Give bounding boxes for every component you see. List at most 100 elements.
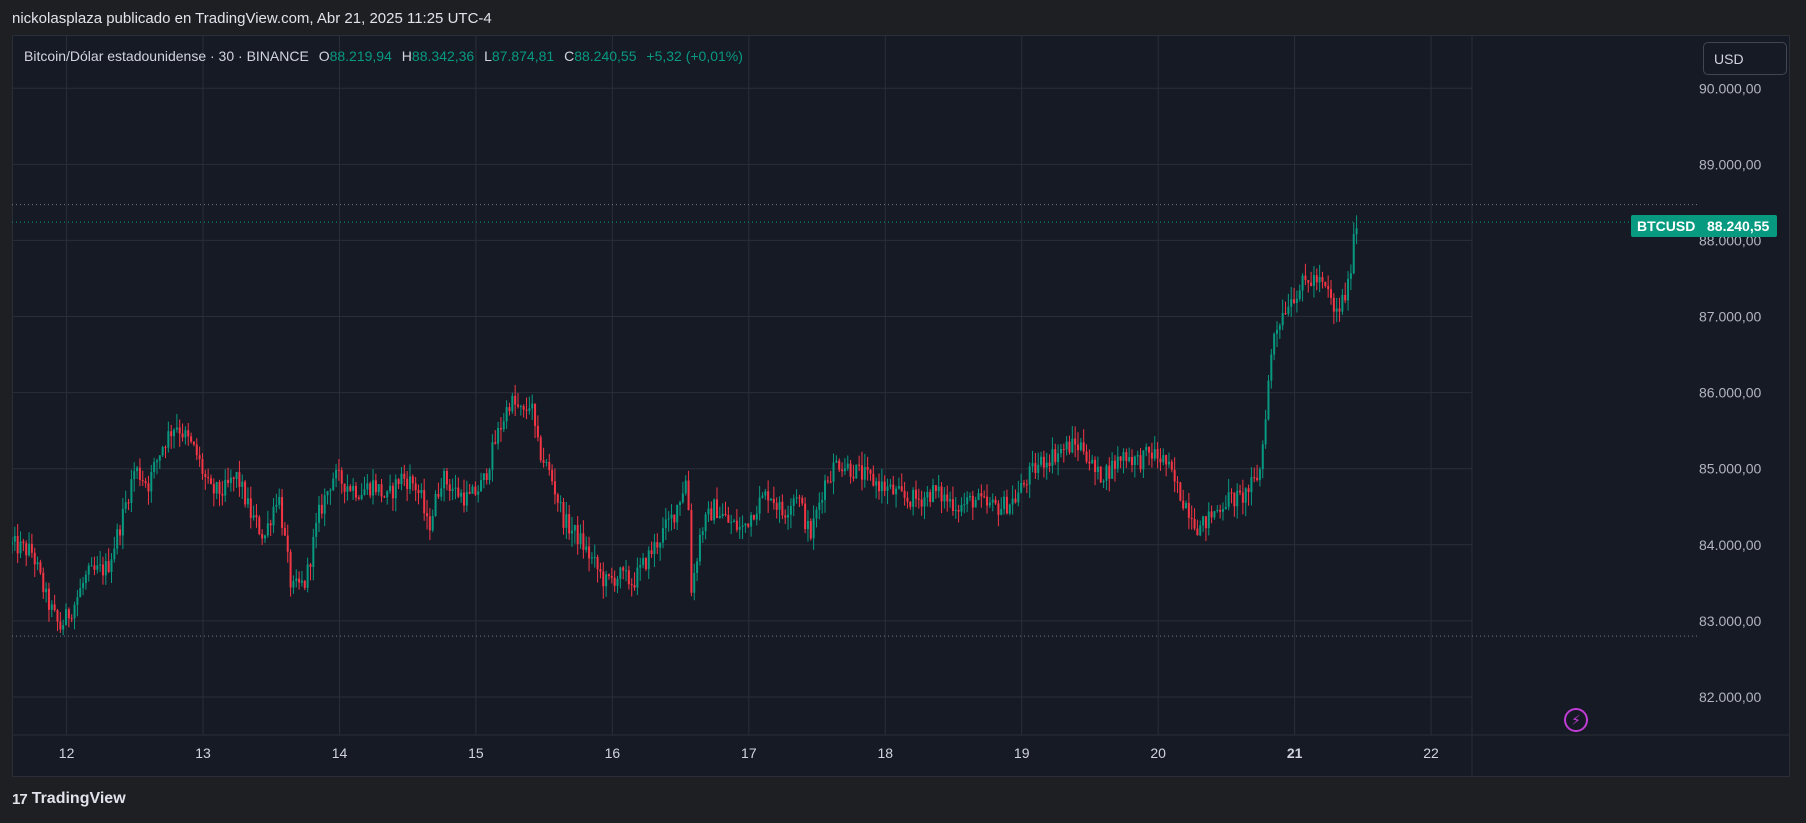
candle-body (1341, 294, 1344, 312)
tradingview-brand[interactable]: 17 TradingView (12, 790, 126, 808)
currency-button[interactable]: USD (1703, 42, 1787, 75)
candle-body (477, 491, 480, 495)
candle-body (1173, 469, 1176, 482)
candle-body (625, 570, 628, 572)
brand-name: TradingView (31, 790, 126, 807)
candle-body (642, 558, 645, 566)
candle-body (1082, 442, 1085, 452)
candle-body (565, 514, 568, 528)
candle-body (1079, 442, 1082, 451)
candle-body (863, 466, 866, 480)
candle-body (406, 478, 409, 490)
candle-body (1045, 462, 1048, 468)
candle-body (389, 485, 392, 492)
candle-body (1318, 277, 1321, 283)
candle-body (346, 486, 349, 492)
candle-body (12, 541, 13, 545)
candle-body (147, 483, 150, 492)
lightning-icon[interactable]: ⚡ (1564, 708, 1588, 732)
candle-body (1074, 438, 1077, 445)
candle-body (1128, 456, 1131, 462)
candle-body (372, 480, 375, 496)
last-price-tag: 88.240,55 (1699, 215, 1778, 237)
symbol-price-tag: BTCUSD (1631, 215, 1702, 237)
candle-body (1324, 281, 1327, 286)
candle-body (198, 455, 201, 460)
candle-body (36, 562, 39, 565)
candle-body (428, 516, 431, 531)
candle-body (769, 498, 772, 501)
candle-body (181, 433, 184, 438)
candle-body (1170, 461, 1173, 470)
candle-body (1122, 452, 1125, 461)
candle-body (659, 542, 662, 548)
candle-body (522, 406, 525, 410)
candle-body (968, 495, 971, 498)
candle-body (960, 504, 963, 512)
candle-body (62, 625, 65, 630)
price-chart[interactable]: 82.000,00 83.000,00 84.000,00 85.000,00 86.0… (12, 35, 1790, 777)
candle-body (1193, 519, 1196, 529)
candle-body (25, 543, 28, 556)
candle-body (795, 497, 798, 499)
candle-body (622, 567, 625, 571)
candle-body (534, 403, 537, 426)
candle-body (1347, 278, 1350, 301)
candle-body (315, 522, 318, 537)
candle-body (610, 575, 613, 578)
candle-body (255, 515, 258, 518)
candle-body (684, 480, 687, 494)
candle-body (326, 491, 329, 496)
candle-body (1182, 500, 1185, 509)
candle-body (738, 526, 741, 530)
candle-body (761, 495, 764, 498)
candle-body (1116, 456, 1119, 469)
candle-body (1071, 438, 1074, 453)
candle-body (1295, 298, 1298, 304)
candle-body (357, 497, 360, 499)
candle-body (104, 561, 107, 576)
symbol-line[interactable]: Bitcoin/Dólar estadounidense · 30 · BINA… (24, 48, 309, 64)
y-tick-label: 83.000,00 (1699, 613, 1761, 629)
candle-body (670, 514, 673, 519)
candle-body (1176, 481, 1179, 483)
y-tick-label: 82.000,00 (1699, 689, 1761, 705)
chart-frame (12, 35, 1790, 777)
candle-body (636, 567, 639, 588)
candle-body (229, 477, 232, 484)
candle-body (1125, 452, 1128, 462)
candle-body (1338, 308, 1341, 312)
candle-body (283, 527, 286, 536)
candle-body (42, 572, 45, 593)
candle-body (866, 466, 869, 470)
candle-body (465, 491, 468, 506)
candle-body (269, 523, 272, 526)
candle-body (480, 480, 483, 492)
candle-body (1216, 509, 1219, 512)
candle-body (249, 498, 252, 518)
candle-body (1213, 511, 1216, 518)
candle-body (1105, 465, 1108, 481)
candle-body (440, 488, 443, 497)
candle-body (107, 561, 110, 572)
candle-body (755, 513, 758, 520)
candle-body (207, 477, 210, 479)
candle-body (516, 404, 519, 407)
candle-body (1273, 333, 1276, 355)
candle-body (710, 508, 713, 521)
candle-body (195, 444, 198, 456)
candle-body (1196, 528, 1199, 536)
candle-body (593, 556, 596, 558)
candle-body (33, 552, 36, 565)
candle-body (883, 481, 886, 491)
candle-body (758, 497, 761, 514)
candle-body (991, 499, 994, 503)
candle-body (82, 583, 85, 589)
candle-body (568, 514, 571, 534)
candle-body (349, 486, 352, 491)
candle-body (1099, 466, 1102, 483)
candle-body (804, 503, 807, 530)
candle-body (96, 565, 99, 570)
candle-body (912, 489, 915, 507)
candle-body (798, 497, 801, 499)
